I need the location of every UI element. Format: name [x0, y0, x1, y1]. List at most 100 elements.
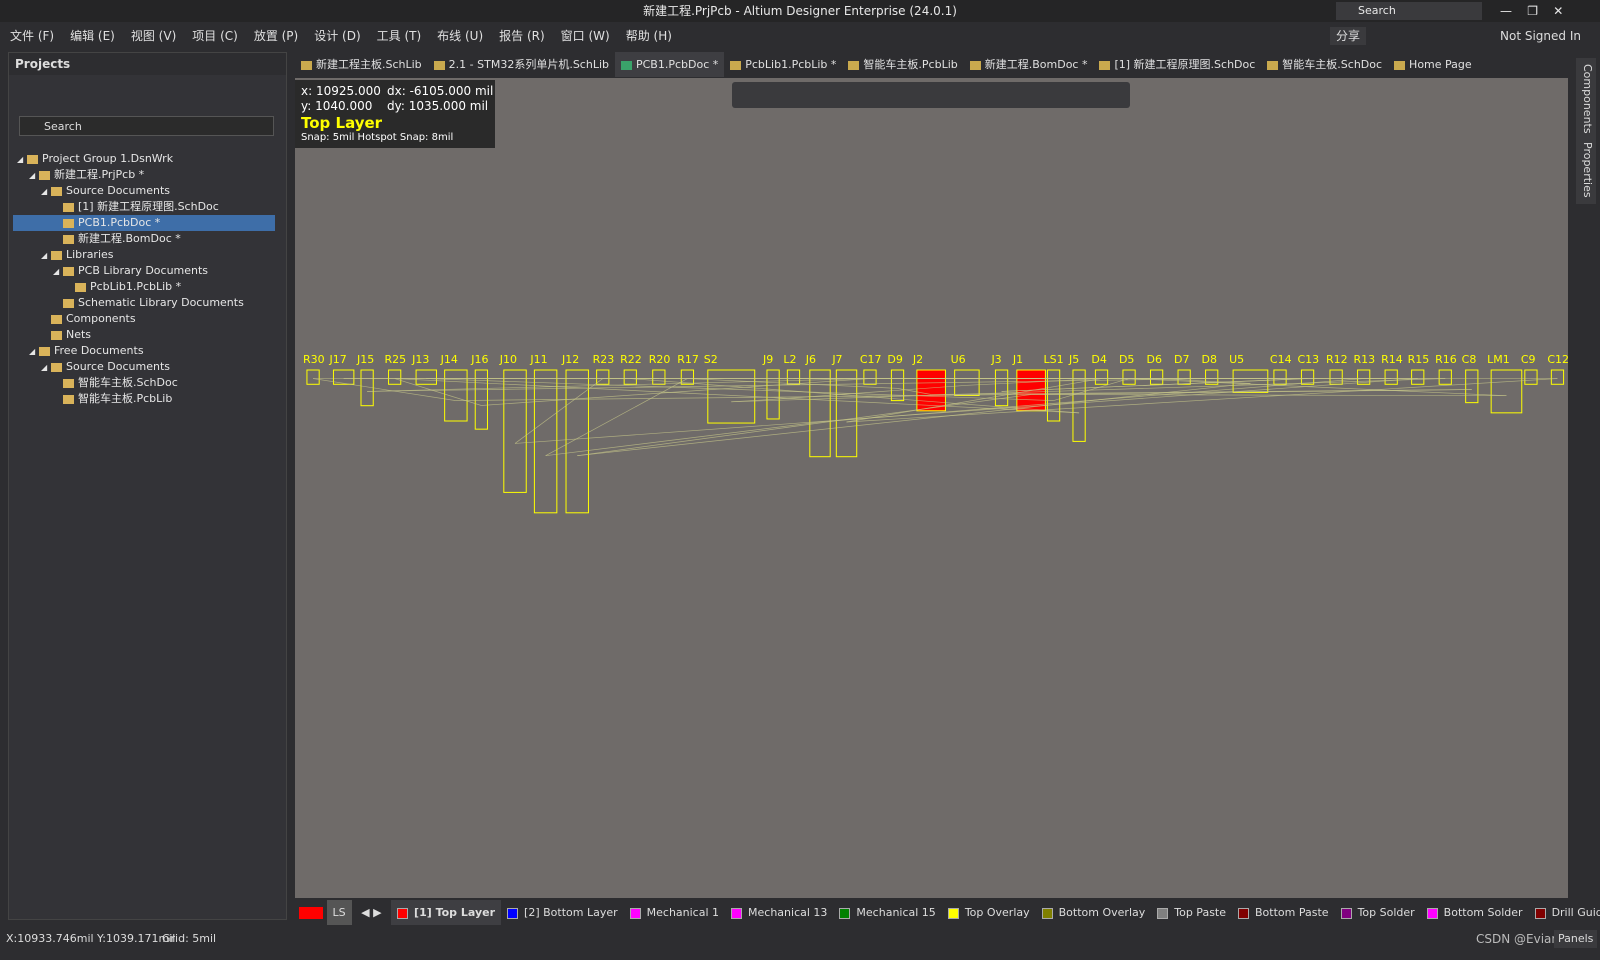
tree-row[interactable]: [1] 新建工程原理图.SchDoc [13, 199, 275, 215]
expander[interactable]: ◢ [17, 155, 24, 164]
tab-label: Home Page [1409, 58, 1472, 71]
layer-tab[interactable]: Top Overlay [942, 900, 1036, 925]
account[interactable]: Not Signed In [1500, 29, 1581, 43]
menu-item[interactable]: 帮助 (H) [625, 29, 672, 43]
document-tab[interactable]: 智能车主板.PcbLib [842, 52, 963, 77]
footprint [863, 369, 877, 385]
document-tab[interactable]: PcbLib1.PcbLib * [724, 52, 842, 77]
expander[interactable]: ◢ [41, 187, 48, 196]
share-button[interactable]: 分享 [1330, 27, 1367, 45]
footprint [1149, 369, 1164, 385]
tree-icon [63, 202, 74, 212]
layer-tab[interactable]: Top Paste [1151, 900, 1232, 925]
layer-tab[interactable]: Mechanical 15 [833, 900, 941, 925]
tree-row[interactable]: ◢ Source Documents [13, 359, 275, 375]
tree-row[interactable]: 智能车主板.SchDoc [13, 375, 275, 391]
tab-label: 智能车主板.PcbLib [863, 58, 958, 71]
layer-tab[interactable]: Bottom Paste [1232, 900, 1335, 925]
layer-tab[interactable]: Drill Guide [1529, 900, 1600, 925]
layer-tab[interactable]: [2] Bottom Layer [501, 900, 624, 925]
tree-row[interactable]: Components [13, 311, 275, 327]
tab-label: PCB1.PcbDoc * [635, 58, 719, 71]
document-tab[interactable]: 2.1 - STM32系列单片机.SchLib [428, 52, 615, 77]
panels-button[interactable]: Panels [1554, 930, 1598, 948]
ratsnest [514, 378, 1418, 444]
side-tab[interactable]: Properties [1576, 136, 1596, 204]
tree-row[interactable]: Nets [13, 327, 275, 343]
expander[interactable]: ◢ [53, 267, 60, 276]
designator: C13 [1297, 353, 1319, 366]
layer-tab[interactable]: Bottom Solder [1421, 900, 1529, 925]
search-box[interactable]: Search [1336, 2, 1482, 20]
grid-size: Grid: 5mil [162, 932, 217, 945]
window-controls[interactable]: — ❐ ✕ [1500, 4, 1564, 18]
document-tab[interactable]: 新建工程主板.SchLib [295, 52, 428, 77]
menu-item[interactable]: 编辑 (E) [70, 29, 115, 43]
footprint [652, 369, 666, 385]
tree-row[interactable]: ◢ PCB Library Documents [13, 263, 275, 279]
footprint [1357, 369, 1371, 385]
document-tab[interactable]: PCB1.PcbDoc * [614, 52, 725, 77]
tree-row[interactable]: ◢ 新建工程.PrjPcb * [13, 167, 275, 183]
heads-up-display: x: 10925.000 dx: -6105.000 mil y: 1040.0… [295, 80, 495, 148]
expander[interactable]: ◢ [41, 251, 48, 260]
menu-item[interactable]: 项目 (C) [192, 29, 238, 43]
menu-item[interactable]: 报告 (R) [499, 29, 545, 43]
side-tab[interactable]: Components [1576, 58, 1596, 140]
designator: J7 [831, 353, 842, 366]
tab-icon [730, 60, 742, 70]
tree-icon [39, 346, 50, 356]
tree-row[interactable]: Schematic Library Documents [13, 295, 275, 311]
tree-row[interactable]: PcbLib1.PcbLib * [13, 279, 275, 295]
tree-label: Libraries [66, 248, 114, 261]
footprint [1072, 369, 1086, 442]
status-bar: X:10933.746mil Y:1039.171mil Grid: 5mil … [0, 928, 1600, 950]
pcb-canvas[interactable]: R30 J17 J15 R25 J13 J14 J16 J10 J11 J12 R23 R22 R20 R… [295, 78, 1568, 898]
tree-label: Schematic Library Documents [78, 296, 244, 309]
footprint [994, 369, 1009, 407]
menu-item[interactable]: 放置 (P) [253, 29, 299, 43]
tree-label: Components [66, 312, 136, 325]
tree-row[interactable]: ◢ Free Documents [13, 343, 275, 359]
document-tab[interactable]: 智能车主板.SchDoc [1261, 52, 1388, 77]
tree-row[interactable]: ◢ Source Documents [13, 183, 275, 199]
tree-icon [63, 298, 74, 308]
ratsnest [846, 378, 1102, 423]
document-tab[interactable]: [1] 新建工程原理图.SchDoc [1093, 52, 1261, 77]
layer-set[interactable]: LS [326, 900, 352, 925]
menu-item[interactable]: 布线 (U) [437, 29, 484, 43]
expander[interactable]: ◢ [41, 363, 48, 372]
menu-item[interactable]: 窗口 (W) [560, 29, 610, 43]
tree-row[interactable]: ◢ Project Group 1.DsnWrk [13, 151, 275, 167]
active-bar[interactable] [732, 82, 1130, 108]
designator: J5 [1068, 353, 1079, 366]
menu-item[interactable]: 视图 (V) [130, 29, 177, 43]
designator: C12 [1547, 353, 1568, 366]
layer-tab[interactable]: Top Solder [1335, 900, 1421, 925]
menu-item[interactable]: 工具 (T) [376, 29, 422, 43]
layer-tab[interactable]: [1] Top Layer [391, 900, 502, 925]
tree-label: Source Documents [66, 184, 170, 197]
tab-label: [1] 新建工程原理图.SchDoc [1114, 58, 1256, 71]
expander[interactable]: ◢ [29, 171, 36, 180]
menu-item[interactable]: 设计 (D) [314, 29, 361, 43]
scroll-buttons[interactable]: ◀ ▶ [361, 906, 382, 919]
ratsnest [846, 378, 1558, 423]
menu-item[interactable]: 文件 (F) [10, 29, 55, 43]
layer-tab[interactable]: Mechanical 13 [725, 900, 833, 925]
ratsnest [394, 378, 482, 406]
designator: R17 [677, 353, 699, 366]
tree-row[interactable]: 智能车主板.PcbLib [13, 391, 275, 407]
document-tab[interactable]: 新建工程.BomDoc * [964, 52, 1094, 77]
tree-row[interactable]: ◢ Libraries [13, 247, 275, 263]
document-tab[interactable]: Home Page [1388, 52, 1478, 77]
layer-tab[interactable]: Bottom Overlay [1036, 900, 1152, 925]
coord-y: y: 1040.000 [301, 99, 373, 113]
expander[interactable]: ◢ [29, 347, 36, 356]
panel-search[interactable]: Search [19, 116, 274, 136]
layer-tab[interactable]: Mechanical 1 [624, 900, 725, 925]
tree-row[interactable]: PCB1.PcbDoc * [13, 215, 275, 231]
tree-row[interactable]: 新建工程.BomDoc * [13, 231, 275, 247]
ratsnest [931, 389, 1472, 395]
layer-swatch [1340, 907, 1352, 919]
